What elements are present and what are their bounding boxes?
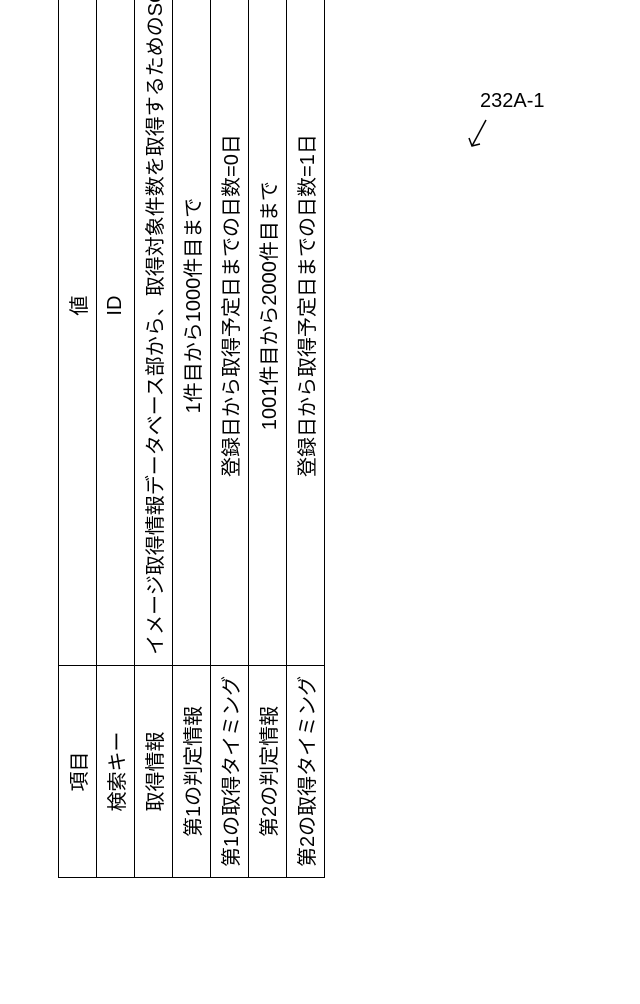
table-row: 第1の取得タイミング 登録日から取得予定日までの日数=0日 — [211, 0, 249, 878]
table-row: 項目 値 — [59, 0, 97, 878]
figure-ref-arrow-icon — [468, 118, 490, 152]
row-key-cell: 第1の取得タイミング — [211, 665, 249, 877]
row-value-cell: 登録日から取得予定日までの日数=0日 — [211, 0, 249, 665]
header-value-cell: 値 — [59, 0, 97, 665]
row-value-cell: 1件目から1000件目まで — [173, 0, 211, 665]
table-row: 第2の判定情報 1001件目から2000件目まで — [249, 0, 287, 878]
row-key-cell: 第2の取得タイミング — [287, 665, 325, 877]
table-row: 第1の判定情報 1件目から1000件目まで — [173, 0, 211, 878]
row-key-cell: 第1の判定情報 — [173, 665, 211, 877]
row-value-cell: 登録日から取得予定日までの日数=1日 — [287, 0, 325, 665]
row-key-cell: 第2の判定情報 — [249, 665, 287, 877]
table-row: 検索キー ID — [97, 0, 135, 878]
header-key-cell: 項目 — [59, 665, 97, 877]
row-value-cell: イメージ取得情報データベース部から、取得対象件数を取得するためのSQL文 — [135, 0, 173, 665]
table-row: 取得情報 イメージ取得情報データベース部から、取得対象件数を取得するためのSQL… — [135, 0, 173, 878]
row-value-cell: 1001件目から2000件目まで — [249, 0, 287, 665]
table-row: 第2の取得タイミング 登録日から取得予定日までの日数=1日 — [287, 0, 325, 878]
row-key-cell: 取得情報 — [135, 665, 173, 877]
figure-ref-label: 232A-1 — [480, 90, 545, 113]
row-key-cell: 検索キー — [97, 665, 135, 877]
spec-table: 項目 値 検索キー ID 取得情報 イメージ取得情報データベース部から、取得対象… — [58, 0, 325, 878]
row-value-cell: ID — [97, 0, 135, 665]
spec-table-container: 項目 値 検索キー ID 取得情報 イメージ取得情報データベース部から、取得対象… — [58, 0, 325, 878]
